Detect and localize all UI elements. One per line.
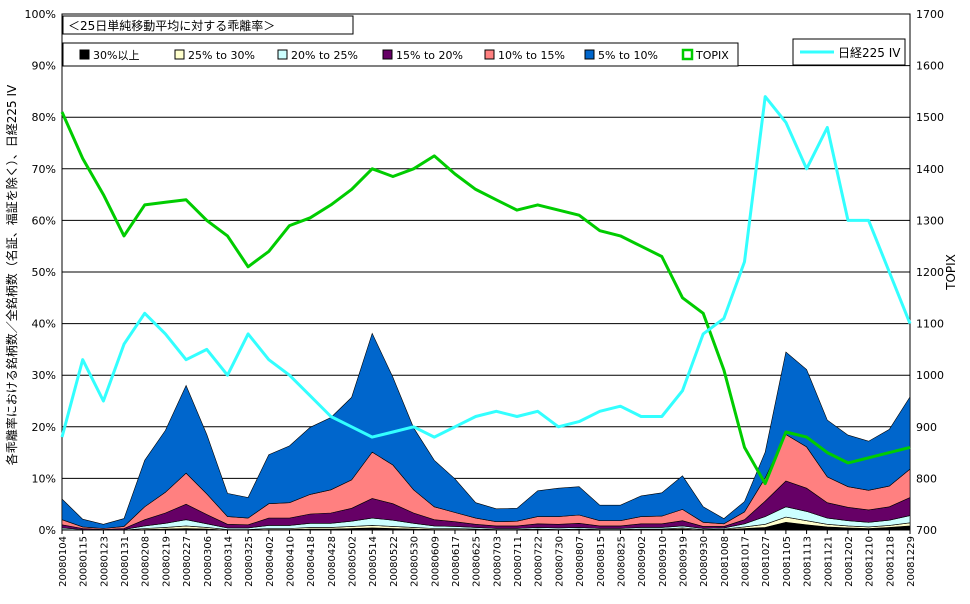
- x-tick-label: 20081210: [865, 536, 876, 587]
- legend-swatch-band_5_10: [584, 49, 595, 60]
- left-tick-label: 90%: [32, 60, 56, 73]
- right-axis-ticks: 700 800 900 1000 1100 1200 1300 1400 1500 1600 170…: [916, 8, 944, 537]
- legend-swatch-band_20_25: [277, 49, 288, 60]
- left-tick-label: 10%: [32, 472, 56, 485]
- x-tick-label: 20080930: [699, 536, 710, 587]
- x-tick-label: 20081121: [823, 536, 834, 587]
- legend-iv: 日経225 IV: [792, 38, 906, 66]
- left-tick-label: 70%: [32, 163, 56, 176]
- x-tick-label: 20081218: [885, 536, 896, 587]
- x-tick-label: 20080402: [265, 536, 276, 587]
- right-tick-label: 1600: [916, 60, 944, 73]
- x-tick-label: 20080703: [492, 536, 503, 587]
- area-band_5_10: [61, 332, 911, 529]
- right-tick-label: 1200: [916, 266, 944, 279]
- x-tick-label: 20080825: [616, 536, 627, 587]
- x-tick-label: 20080530: [410, 536, 421, 587]
- right-tick-label: 1700: [916, 8, 944, 21]
- line-series: [60, 95, 912, 486]
- left-tick-label: 30%: [32, 369, 56, 382]
- x-tick-label: 20080131: [120, 536, 131, 587]
- x-tick-label: 20081202: [844, 536, 855, 587]
- right-tick-label: 1000: [916, 369, 944, 382]
- x-tick-label: 20080428: [327, 536, 338, 587]
- x-tick-label: 20080617: [451, 536, 462, 587]
- left-tick-label: 20%: [32, 421, 56, 434]
- x-tick-label: 20080514: [368, 536, 379, 587]
- x-tick-label: 20081229: [906, 536, 917, 587]
- x-axis-ticks: 20080104 20080115 20080123 20080131 20080208…: [58, 530, 917, 587]
- legend-swatch-band_25_30: [174, 49, 185, 60]
- x-tick-label: 20080522: [389, 536, 400, 587]
- x-tick-label: 20080314: [223, 536, 234, 587]
- x-tick-label: 20080306: [203, 536, 214, 587]
- chart-title: ＜25日単純移動平均に対する乖離率＞: [68, 18, 275, 33]
- x-tick-label: 20080815: [596, 536, 607, 587]
- right-tick-label: 700: [916, 524, 937, 537]
- x-tick-label: 20081113: [803, 536, 814, 587]
- x-tick-label: 20081027: [761, 536, 772, 587]
- x-tick-label: 20080208: [141, 536, 152, 587]
- x-tick-label: 20080418: [306, 536, 317, 587]
- x-tick-label: 20081008: [720, 536, 731, 587]
- left-tick-label: 0%: [39, 524, 56, 537]
- x-tick-label: 20080919: [678, 536, 689, 587]
- left-axis-ticks: 0% 10% 20% 30% 40% 50% 60% 70% 80% 90% 100%: [25, 8, 56, 537]
- legend-swatch-band_30: [79, 49, 90, 60]
- line-topix: [60, 111, 911, 486]
- x-tick-label: 20080625: [472, 536, 483, 587]
- right-tick-label: 1300: [916, 214, 944, 227]
- x-tick-label: 20080730: [554, 536, 565, 587]
- x-tick-label: 20080104: [58, 536, 69, 587]
- x-tick-label: 20080219: [161, 536, 172, 587]
- legend-label: 25% to 30%: [188, 49, 255, 62]
- x-tick-label: 20081017: [741, 536, 752, 587]
- legend-label: TOPIX: [695, 49, 729, 62]
- left-tick-label: 80%: [32, 111, 56, 124]
- left-tick-label: 40%: [32, 318, 56, 331]
- x-tick-label: 20080227: [182, 536, 193, 587]
- x-tick-label: 20080807: [575, 536, 586, 587]
- right-tick-label: 900: [916, 421, 937, 434]
- legend-label: 15% to 20%: [396, 49, 463, 62]
- left-tick-label: 50%: [32, 266, 56, 279]
- x-tick-label: 20080123: [99, 536, 110, 587]
- legend-main: 30%以上 25% to 30% 20% to 25% 15% to 20% 10% t…: [62, 42, 739, 67]
- x-tick-label: 20080722: [534, 536, 545, 587]
- right-axis-label: TOPIX: [944, 254, 958, 291]
- x-tick-label: 20080325: [244, 536, 255, 587]
- x-tick-label: 20080115: [79, 536, 90, 587]
- legend-label: 日経225 IV: [838, 46, 901, 60]
- title-box: [62, 15, 354, 35]
- right-tick-label: 1100: [916, 318, 944, 331]
- legend-label: 10% to 15%: [498, 49, 565, 62]
- left-tick-label: 60%: [32, 214, 56, 227]
- x-tick-label: 20080410: [286, 536, 297, 587]
- x-tick-label: 20080711: [513, 536, 524, 587]
- x-tick-label: 20081105: [782, 536, 793, 587]
- x-tick-label: 20080902: [637, 536, 648, 587]
- x-tick-label: 20080609: [430, 536, 441, 587]
- x-tick-label: 20080910: [658, 536, 669, 587]
- line-iv: [60, 95, 912, 439]
- legend-swatch-band_15_20: [382, 49, 393, 60]
- right-tick-label: 1500: [916, 111, 944, 124]
- left-tick-label: 100%: [25, 8, 56, 21]
- x-tick-label: 20080502: [348, 536, 359, 587]
- legend-label: 30%以上: [93, 49, 139, 62]
- legend-label: 20% to 25%: [291, 49, 358, 62]
- left-axis-label: 各乖離率における銘柄数／全銘柄数（名証、福証を除く）、日経225 IV: [4, 84, 19, 465]
- legend-label: 5% to 10%: [598, 49, 658, 62]
- legend-main-box: [62, 42, 739, 67]
- right-tick-label: 1400: [916, 163, 944, 176]
- right-tick-label: 800: [916, 472, 937, 485]
- stacked-areas: [61, 332, 911, 531]
- legend-swatch-band_10_15: [484, 49, 495, 60]
- legend-swatch-topix: [681, 48, 694, 61]
